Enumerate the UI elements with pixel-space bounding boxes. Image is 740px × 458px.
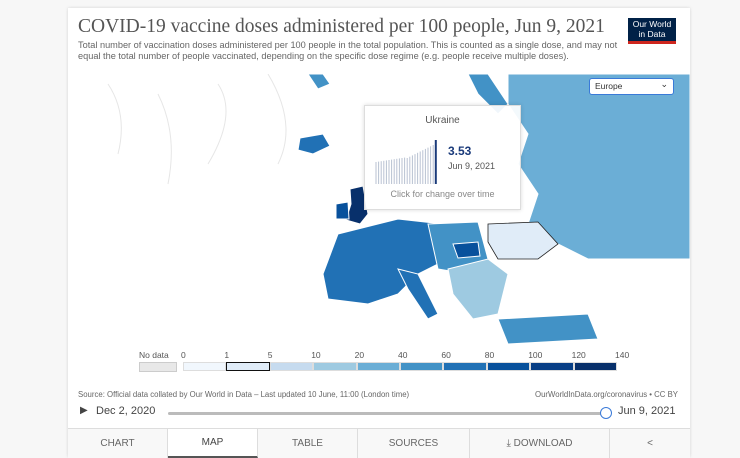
legend-no-data-label: No data [139, 350, 169, 360]
legend-no-data-swatch[interactable] [139, 362, 177, 372]
tab-bar: CHART MAP TABLE SOURCES ⤓ DOWNLOAD < [68, 428, 690, 458]
legend-tick: 10 [311, 350, 321, 360]
legend-bin[interactable] [313, 362, 357, 371]
legend-bin[interactable] [443, 362, 487, 371]
region-select[interactable]: Europe ⌄ [589, 78, 674, 95]
legend-tick: 40 [398, 350, 408, 360]
chart-subtitle: Total number of vaccination doses admini… [78, 40, 618, 61]
timeline-start: Dec 2, 2020 [96, 405, 156, 417]
legend-bin[interactable] [573, 362, 617, 371]
legend-tick: 80 [484, 350, 495, 360]
chevron-down-icon: ⌄ [660, 79, 668, 89]
legend-bin[interactable] [269, 362, 314, 371]
share-icon: < [647, 438, 653, 449]
legend-tick: 5 [267, 350, 273, 360]
tooltip-sparkline [375, 140, 437, 184]
legend-bin[interactable] [356, 362, 400, 371]
tab-download[interactable]: ⤓ DOWNLOAD [470, 429, 610, 458]
country-hungary [452, 241, 481, 259]
tooltip-hint: Click for change over time [390, 189, 495, 199]
legend-tick: 120 [571, 350, 586, 360]
legend-bin[interactable] [183, 362, 227, 371]
country-balkans [447, 258, 509, 320]
tab-table[interactable]: TABLE [258, 429, 358, 458]
download-label: DOWNLOAD [513, 438, 573, 449]
country-ukraine [487, 221, 559, 260]
timeline-track[interactable] [168, 412, 606, 415]
legend-tick: 140 [615, 350, 630, 360]
tooltip-date: Jun 9, 2021 [448, 161, 496, 171]
background-outline [107, 74, 287, 185]
legend-tick: 1 [224, 350, 230, 360]
play-icon[interactable]: ▶ [80, 405, 88, 416]
tooltip-value: 3.53 [448, 144, 472, 158]
legend-bin[interactable] [400, 362, 444, 371]
license-link[interactable]: OurWorldInData.org/coronavirus • CC BY [535, 390, 678, 399]
tab-chart[interactable]: CHART [68, 429, 168, 458]
chart-card: COVID-19 vaccine doses administered per … [68, 8, 690, 458]
tab-sources[interactable]: SOURCES [358, 429, 470, 458]
timeline: ▶ Dec 2, 2020 Jun 9, 2021 [68, 405, 690, 421]
tab-map[interactable]: MAP [168, 429, 258, 458]
tooltip-country: Ukraine [425, 115, 460, 126]
legend-tick: 20 [354, 350, 365, 360]
legend-bin[interactable] [486, 362, 531, 371]
download-icon: ⤓ [506, 438, 514, 449]
country-norway [307, 74, 331, 90]
legend-tick: 60 [441, 350, 451, 360]
country-uk [345, 185, 369, 225]
country-italy [397, 268, 439, 320]
legend-tick: 0 [181, 350, 186, 360]
legend-bin[interactable] [226, 362, 270, 371]
country-iceland [297, 133, 331, 155]
country-turkey [497, 313, 599, 345]
chart-title: COVID-19 vaccine doses administered per … [78, 16, 605, 37]
europe-map[interactable] [68, 74, 690, 354]
map-tooltip: Ukraine 3.53 Jun 9, 2021 Click for chang… [364, 105, 521, 210]
owid-logo[interactable]: Our World in Data [628, 18, 676, 44]
color-legend: No data 0 1 5 10 20 40 60 80 100 120 140 [68, 350, 690, 380]
source-text: Source: Official data collated by Our Wo… [78, 390, 410, 399]
share-button[interactable]: < [610, 429, 690, 458]
legend-bin[interactable] [530, 362, 574, 371]
timeline-end: Jun 9, 2021 [618, 405, 676, 417]
country-ireland [335, 201, 350, 220]
timeline-handle[interactable] [600, 407, 612, 419]
legend-tick: 100 [528, 350, 543, 360]
region-select-value: Europe [595, 81, 623, 91]
